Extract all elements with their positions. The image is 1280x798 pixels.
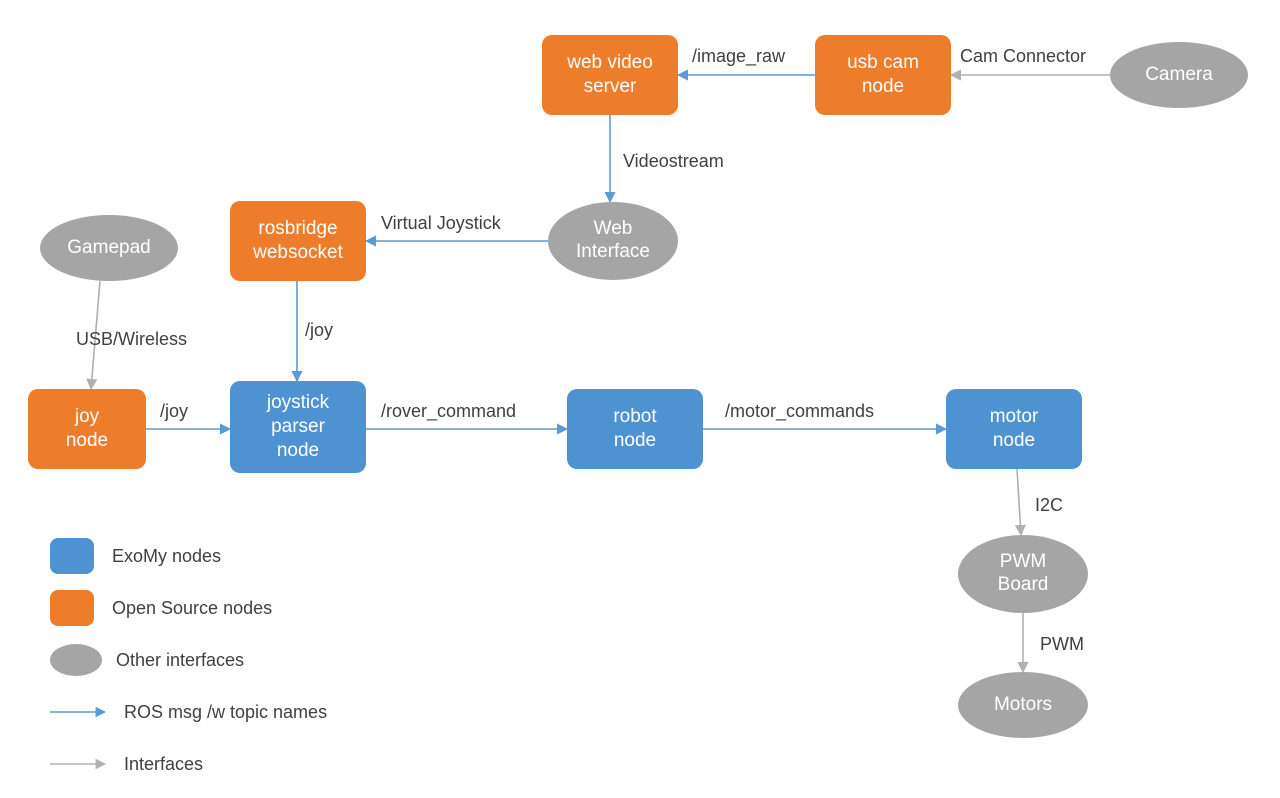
legend-label: Interfaces [124,754,203,775]
legend-label: ROS msg /w topic names [124,702,327,723]
node-web-video-server: web video server [542,35,678,115]
legend-row: Interfaces [50,746,327,782]
node-joystick-parser: joystick parser node [230,381,366,473]
legend-label: Other interfaces [116,650,244,671]
edge-label: PWM [1040,634,1084,655]
legend-label: Open Source nodes [112,598,272,619]
edge-label: /joy [160,401,188,422]
node-motor: motor node [946,389,1082,469]
edge-label: Virtual Joystick [381,213,501,234]
node-motors: Motors [958,672,1088,738]
edge-label: /motor_commands [725,401,874,422]
node-robot: robot node [567,389,703,469]
legend-arrow-ros [50,706,110,718]
legend-row: ROS msg /w topic names [50,694,327,730]
legend-row: Other interfaces [50,642,327,678]
legend-swatch-exomy [50,538,94,574]
node-web-interface: Web Interface [548,202,678,280]
node-camera: Camera [1110,42,1248,108]
edge-label: /image_raw [692,46,785,67]
edge-label: USB/Wireless [76,329,187,350]
edge-label: /rover_command [381,401,516,422]
legend-row: ExoMy nodes [50,538,327,574]
node-rosbridge-websocket: rosbridge websocket [230,201,366,281]
node-usb-cam: usb cam node [815,35,951,115]
legend-label: ExoMy nodes [112,546,221,567]
legend-arrow-iface [50,758,110,770]
legend: ExoMy nodes Open Source nodes Other inte… [50,538,327,798]
node-joy: joy node [28,389,146,469]
legend-swatch-other [50,644,102,676]
edge-label: Cam Connector [960,46,1086,67]
edge-label: /joy [305,320,333,341]
node-pwm-board: PWM Board [958,535,1088,613]
node-gamepad: Gamepad [40,215,178,281]
legend-swatch-opensource [50,590,94,626]
legend-row: Open Source nodes [50,590,327,626]
edge-label: Videostream [623,151,724,172]
edge-label: I2C [1035,495,1063,516]
